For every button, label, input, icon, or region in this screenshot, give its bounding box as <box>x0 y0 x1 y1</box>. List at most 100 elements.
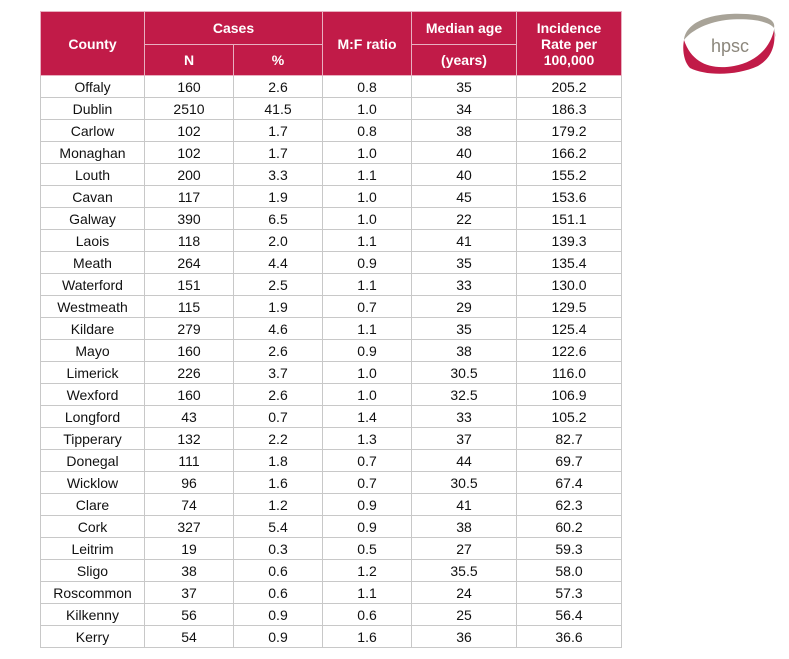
cell-county: Louth <box>40 163 145 186</box>
table-row: Kilkenny 56 0.9 0.6 25 56.4 <box>40 603 623 626</box>
table-row: Westmeath 115 1.9 0.7 29 129.5 <box>40 295 623 318</box>
cell-incidence-rate: 135.4 <box>516 251 623 274</box>
cell-incidence-rate: 67.4 <box>516 471 623 494</box>
table-row: Tipperary 132 2.2 1.3 37 82.7 <box>40 427 623 450</box>
cell-county: Offaly <box>40 75 145 98</box>
cell-cases-n: 226 <box>144 361 234 384</box>
cell-mf-ratio: 1.1 <box>322 163 413 186</box>
cell-median-age: 27 <box>411 537 518 560</box>
cell-county: Mayo <box>40 339 145 362</box>
cell-mf-ratio: 1.0 <box>322 361 413 384</box>
cell-mf-ratio: 0.7 <box>322 471 413 494</box>
cell-cases-n: 43 <box>144 405 234 428</box>
cell-mf-ratio: 1.0 <box>322 141 413 164</box>
cell-cases-percent: 0.3 <box>232 537 324 560</box>
cell-mf-ratio: 0.6 <box>322 603 413 626</box>
cell-cases-n: 132 <box>144 427 234 450</box>
cell-cases-n: 118 <box>144 229 234 252</box>
cell-cases-n: 200 <box>144 163 234 186</box>
table-row: Monaghan 102 1.7 1.0 40 166.2 <box>40 141 623 164</box>
table-row: Laois 118 2.0 1.1 41 139.3 <box>40 229 623 252</box>
table-row: Mayo 160 2.6 0.9 38 122.6 <box>40 339 623 362</box>
cell-cases-percent: 2.5 <box>232 273 324 296</box>
cell-median-age: 29 <box>411 295 518 318</box>
cell-incidence-rate: 125.4 <box>516 317 623 340</box>
cell-incidence-rate: 155.2 <box>516 163 623 186</box>
cell-median-age: 35 <box>411 75 518 98</box>
cell-cases-percent: 1.2 <box>232 493 324 516</box>
cell-cases-n: 19 <box>144 537 234 560</box>
table-row: Dublin 2510 41.5 1.0 34 186.3 <box>40 97 623 120</box>
cell-median-age: 40 <box>411 141 518 164</box>
cell-cases-percent: 0.7 <box>232 405 324 428</box>
cell-incidence-rate: 186.3 <box>516 97 623 120</box>
cell-cases-n: 111 <box>144 449 234 472</box>
cell-county: Donegal <box>40 449 145 472</box>
table-row: Meath 264 4.4 0.9 35 135.4 <box>40 251 623 274</box>
cell-mf-ratio: 1.0 <box>322 383 413 406</box>
table-row: Carlow 102 1.7 0.8 38 179.2 <box>40 119 623 142</box>
cell-county: Cavan <box>40 185 145 208</box>
cell-mf-ratio: 1.1 <box>322 317 413 340</box>
header-county: County <box>40 11 145 76</box>
table-row: Sligo 38 0.6 1.2 35.5 58.0 <box>40 559 623 582</box>
cell-cases-n: 74 <box>144 493 234 516</box>
cell-median-age: 38 <box>411 119 518 142</box>
cell-cases-percent: 2.6 <box>232 383 324 406</box>
cell-cases-n: 54 <box>144 625 234 648</box>
county-cases-table: County Cases M:F ratio Median age Incide… <box>40 11 623 648</box>
cell-mf-ratio: 0.9 <box>322 493 413 516</box>
cell-mf-ratio: 1.3 <box>322 427 413 450</box>
cell-county: Leitrim <box>40 537 145 560</box>
cell-cases-percent: 0.9 <box>232 625 324 648</box>
header-median-age-unit: (years) <box>411 44 518 76</box>
cell-cases-n: 37 <box>144 581 234 604</box>
table-row: Cork 327 5.4 0.9 38 60.2 <box>40 515 623 538</box>
cell-median-age: 35.5 <box>411 559 518 582</box>
cell-median-age: 22 <box>411 207 518 230</box>
cell-county: Longford <box>40 405 145 428</box>
cell-cases-percent: 41.5 <box>232 97 324 120</box>
cell-incidence-rate: 62.3 <box>516 493 623 516</box>
cell-median-age: 35 <box>411 251 518 274</box>
cell-mf-ratio: 0.8 <box>322 75 413 98</box>
cell-median-age: 41 <box>411 229 518 252</box>
cell-cases-percent: 4.4 <box>232 251 324 274</box>
cell-cases-n: 279 <box>144 317 234 340</box>
cell-incidence-rate: 106.9 <box>516 383 623 406</box>
hpsc-logo: hpsc <box>683 13 776 74</box>
logo-text: hpsc <box>711 36 749 56</box>
cell-cases-n: 102 <box>144 119 234 142</box>
cell-incidence-rate: 166.2 <box>516 141 623 164</box>
header-percent: % <box>232 44 324 76</box>
cell-median-age: 24 <box>411 581 518 604</box>
cell-median-age: 36 <box>411 625 518 648</box>
cell-cases-n: 38 <box>144 559 234 582</box>
table-row: Cavan 117 1.9 1.0 45 153.6 <box>40 185 623 208</box>
cell-cases-percent: 2.6 <box>232 339 324 362</box>
cell-mf-ratio: 0.5 <box>322 537 413 560</box>
table-row: Roscommon 37 0.6 1.1 24 57.3 <box>40 581 623 604</box>
cell-mf-ratio: 0.8 <box>322 119 413 142</box>
cell-cases-percent: 2.0 <box>232 229 324 252</box>
cell-cases-percent: 1.9 <box>232 295 324 318</box>
cell-county: Waterford <box>40 273 145 296</box>
cell-cases-percent: 3.3 <box>232 163 324 186</box>
cell-cases-n: 115 <box>144 295 234 318</box>
table-row: Wexford 160 2.6 1.0 32.5 106.9 <box>40 383 623 406</box>
cell-incidence-rate: 58.0 <box>516 559 623 582</box>
cell-county: Tipperary <box>40 427 145 450</box>
cell-incidence-rate: 57.3 <box>516 581 623 604</box>
cell-median-age: 25 <box>411 603 518 626</box>
cell-county: Limerick <box>40 361 145 384</box>
cell-cases-n: 390 <box>144 207 234 230</box>
table-row: Clare 74 1.2 0.9 41 62.3 <box>40 493 623 516</box>
cell-median-age: 41 <box>411 493 518 516</box>
cell-median-age: 30.5 <box>411 361 518 384</box>
header-mf-ratio: M:F ratio <box>322 11 413 76</box>
cell-incidence-rate: 82.7 <box>516 427 623 450</box>
cell-mf-ratio: 1.6 <box>322 625 413 648</box>
cell-county: Meath <box>40 251 145 274</box>
table-row: Wicklow 96 1.6 0.7 30.5 67.4 <box>40 471 623 494</box>
cell-cases-percent: 5.4 <box>232 515 324 538</box>
